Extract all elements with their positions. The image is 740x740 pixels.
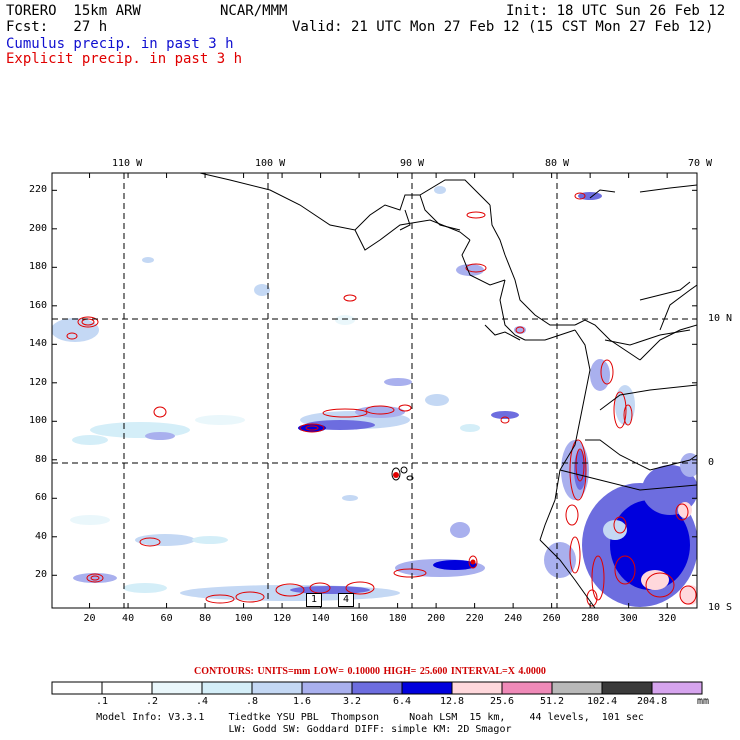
x-tick-label: 20: [83, 613, 96, 624]
lon-label-70w: 70 W: [688, 158, 713, 169]
x-tick-label: 280: [581, 613, 600, 624]
colorbar-swatch: [651, 681, 703, 695]
colorbar-label: .1: [96, 696, 109, 707]
explicit-legend: Explicit precip. in past 3 h: [6, 51, 243, 67]
colorbar-label: .2: [146, 696, 159, 707]
y-tick-label: 60: [35, 492, 48, 504]
colorbar-swatch: [601, 681, 653, 695]
y-tick-marks: [52, 189, 697, 576]
y-tick-label: 40: [35, 530, 48, 542]
init-time: Init: 18 UTC Sun 26 Feb 12: [506, 3, 726, 19]
y-tick-label: 140: [29, 338, 48, 350]
box-label-1: 1: [306, 593, 323, 607]
colorbar-swatch: [351, 681, 403, 695]
physics-info: LW: Godd SW: Goddard DIFF: simple KM: 2D…: [228, 724, 512, 735]
colorbar-swatch: [101, 681, 153, 695]
colorbar-swatch: [51, 681, 103, 695]
galapagos-max: [393, 472, 399, 478]
y-tick-label: 120: [29, 376, 48, 388]
colorbar-label: 1.6: [293, 696, 312, 707]
x-tick-label: 220: [465, 613, 484, 624]
model-info: Model Info: V3.3.1 Tiedtke YSU PBL Thomp…: [96, 712, 644, 723]
y-tick-label: 160: [29, 299, 48, 311]
colorbar-unit: mm: [697, 696, 710, 707]
forecast-hour: Fcst: 27 h: [6, 19, 108, 35]
colorbar-label: 204.8: [637, 696, 668, 707]
coastal-max: [470, 559, 476, 565]
colorbar-label: .8: [246, 696, 259, 707]
colorbar-label: 51.2: [540, 696, 565, 707]
x-tick-label: 320: [658, 613, 677, 624]
contour-info: CONTOURS: UNITS=mm LOW= 0.10000 HIGH= 25…: [194, 666, 546, 677]
colorbar-swatch: [501, 681, 553, 695]
colorbar-swatch: [251, 681, 303, 695]
colorbar-swatch: [451, 681, 503, 695]
lat-label-10s: 10 S: [708, 602, 733, 613]
lat-label-0: 0: [708, 457, 715, 468]
colorbar-swatch: [151, 681, 203, 695]
x-tick-label: 120: [273, 613, 292, 624]
y-tick-label: 220: [29, 184, 48, 196]
x-tick-label: 180: [388, 613, 407, 624]
lat-label-10n: 10 N: [708, 313, 733, 324]
colorbar-label: 12.8: [440, 696, 465, 707]
x-tick-marks: [89, 173, 668, 608]
colorbar-label: .4: [196, 696, 209, 707]
lon-label-100w: 100 W: [255, 158, 286, 169]
colorbar-label: 102.4: [587, 696, 618, 707]
x-tick-label: 260: [542, 613, 561, 624]
y-tick-label: 20: [35, 569, 48, 581]
colorbar: [51, 681, 703, 695]
y-tick-label: 200: [29, 222, 48, 234]
organization: NCAR/MMM: [220, 3, 288, 19]
x-tick-label: 140: [311, 613, 330, 624]
colorbar-label: 6.4: [393, 696, 412, 707]
lon-label-90w: 90 W: [400, 158, 425, 169]
x-tick-label: 160: [350, 613, 369, 624]
y-tick-label: 100: [29, 415, 48, 427]
colorbar-swatch: [401, 681, 453, 695]
cumulus-legend: Cumulus precip. in past 3 h: [6, 36, 234, 52]
colorbar-swatch: [551, 681, 603, 695]
x-tick-label: 100: [234, 613, 253, 624]
x-tick-label: 240: [504, 613, 523, 624]
x-tick-label: 200: [427, 613, 446, 624]
lon-label-80w: 80 W: [545, 158, 570, 169]
y-tick-label: 180: [29, 261, 48, 273]
colorbar-swatch: [301, 681, 353, 695]
colorbar-label: 25.6: [490, 696, 515, 707]
model-name: TORERO 15km ARW: [6, 3, 141, 19]
cumulus-shading: [52, 186, 697, 607]
map-content: [52, 173, 697, 608]
x-tick-label: 60: [160, 613, 173, 624]
y-tick-label: 80: [35, 453, 48, 465]
x-tick-label: 80: [199, 613, 212, 624]
colorbar-swatch: [201, 681, 253, 695]
valid-time: Valid: 21 UTC Mon 27 Feb 12 (15 CST Mon …: [292, 19, 714, 35]
colorbar-label: 3.2: [343, 696, 362, 707]
x-tick-label: 40: [122, 613, 135, 624]
map-frame: [51, 172, 698, 609]
lon-label-110w: 110 W: [112, 158, 143, 169]
x-tick-label: 300: [619, 613, 638, 624]
box-label-4: 4: [338, 593, 355, 607]
latlon-grid: [52, 173, 697, 608]
